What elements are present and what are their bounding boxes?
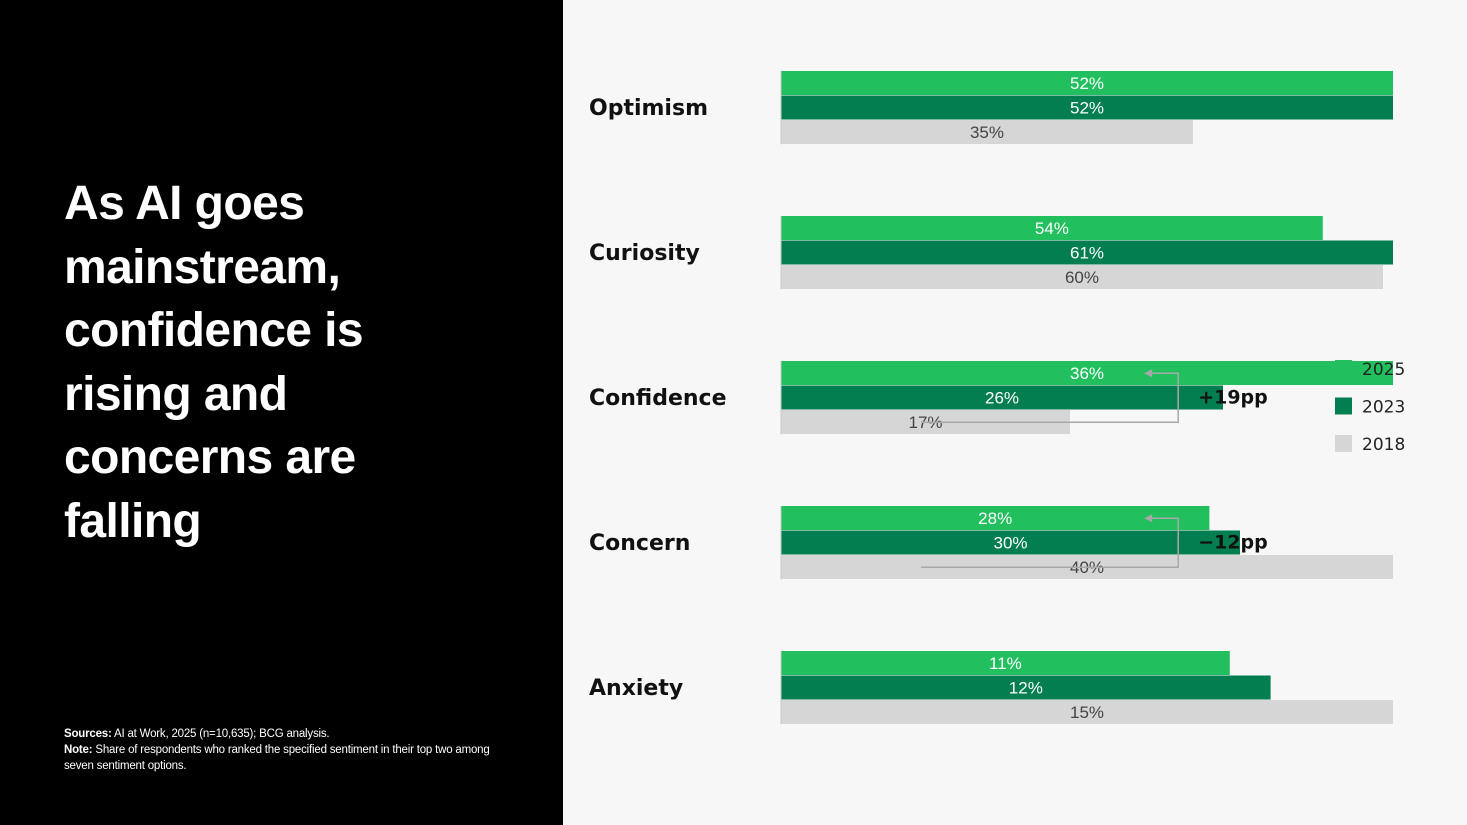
data-label: 26% (985, 389, 1019, 408)
category-label: Concern (589, 531, 690, 556)
change-annotation: +19pp (1198, 387, 1268, 409)
sources-text: AI at Work, 2025 (n=10,635); BCG analysi… (111, 728, 330, 740)
data-label: 35% (970, 123, 1004, 142)
bar-curiosity-2023 (781, 240, 1393, 265)
data-label: 54% (1035, 219, 1069, 238)
data-label: 15% (1070, 703, 1104, 722)
headline: As AI goes mainstream, confidence is ris… (64, 177, 364, 548)
category-label: Confidence (589, 386, 727, 411)
note-text: Share of respondents who ranked the spec… (64, 744, 490, 772)
bracket-arrowhead (1144, 514, 1153, 523)
category-label: Optimism (589, 96, 708, 121)
bar-confidence-2025 (781, 361, 1393, 385)
legend-label-2025: 2025 (1362, 360, 1405, 380)
category-label: Anxiety (589, 676, 683, 701)
sentiment-bar-chart: Optimism 52% 52% 35% Curiosity 54%61% 60% Confi… (589, 71, 1405, 725)
data-label: 12% (1009, 679, 1043, 698)
title-panel: As AI goes mainstream, confidence is ris… (0, 0, 563, 825)
legend-swatch-2018 (1335, 435, 1352, 452)
legend: 2025 2023 2018 (1335, 360, 1405, 455)
bracket-arrowhead (1144, 369, 1153, 378)
data-label: 52% (1070, 99, 1104, 118)
bar-curiosity-2025 (781, 216, 1323, 240)
group-optimism: Optimism 52% 52% 35% (589, 71, 1393, 145)
data-label: 61% (1070, 244, 1104, 263)
legend-label-2023: 2023 (1362, 398, 1405, 418)
sources-label: Sources: (64, 728, 112, 740)
bar-anxiety-2025 (781, 651, 1230, 675)
bar-optimism-2018 (781, 120, 1193, 144)
footnote: Sources: AI at Work, 2025 (n=10,635); BC… (64, 726, 504, 774)
data-label: 36% (1070, 364, 1104, 383)
legend-label-2018: 2018 (1362, 435, 1405, 455)
bar-curiosity-2018 (781, 265, 1383, 289)
change-bracket (921, 372, 1179, 423)
note-label: Note: (64, 744, 93, 756)
legend-swatch-2025 (1335, 360, 1352, 377)
change-annotation: −12pp (1198, 532, 1268, 554)
bar-concern-2023 (781, 530, 1240, 555)
group-curiosity: Curiosity 54%61% 60% (589, 216, 1393, 290)
category-label: Curiosity (589, 241, 700, 266)
data-label: 30% (993, 534, 1027, 553)
group-anxiety: Anxiety 11% 12% 15% (589, 651, 1393, 725)
bar-concern-2025 (781, 506, 1210, 530)
legend-swatch-2023 (1335, 397, 1352, 415)
data-label: 52% (1070, 74, 1104, 93)
bar-anxiety-2018 (781, 700, 1393, 724)
data-label: 11% (989, 654, 1022, 673)
bar-optimism-2025 (781, 71, 1393, 95)
data-label: 60% (1065, 268, 1099, 287)
change-bracket (921, 517, 1179, 568)
bar-confidence-2023 (781, 385, 1223, 410)
bar-optimism-2023 (781, 95, 1393, 120)
bar-anxiety-2023 (781, 675, 1271, 700)
data-label: 28% (978, 509, 1012, 528)
